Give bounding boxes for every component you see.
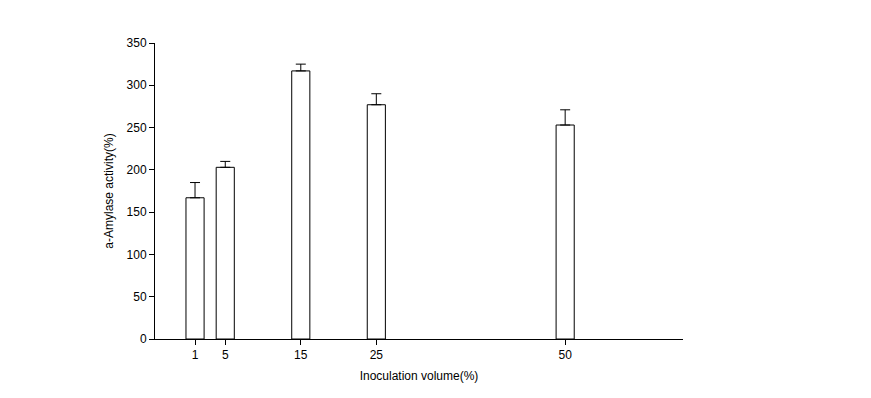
svg-text:200: 200 — [127, 163, 147, 177]
svg-text:50: 50 — [558, 348, 572, 362]
svg-text:300: 300 — [127, 78, 147, 92]
svg-text:150: 150 — [127, 205, 147, 219]
svg-text:Inoculation volume(%): Inoculation volume(%) — [360, 369, 479, 383]
svg-text:a-Amylase activity(%): a-Amylase activity(%) — [102, 133, 116, 248]
svg-text:100: 100 — [127, 248, 147, 262]
svg-text:25: 25 — [370, 348, 384, 362]
svg-text:350: 350 — [127, 36, 147, 50]
svg-text:0: 0 — [140, 332, 147, 346]
svg-text:250: 250 — [127, 121, 147, 135]
svg-text:50: 50 — [133, 290, 147, 304]
svg-text:5: 5 — [222, 348, 229, 362]
svg-text:1: 1 — [192, 348, 199, 362]
svg-text:15: 15 — [294, 348, 308, 362]
